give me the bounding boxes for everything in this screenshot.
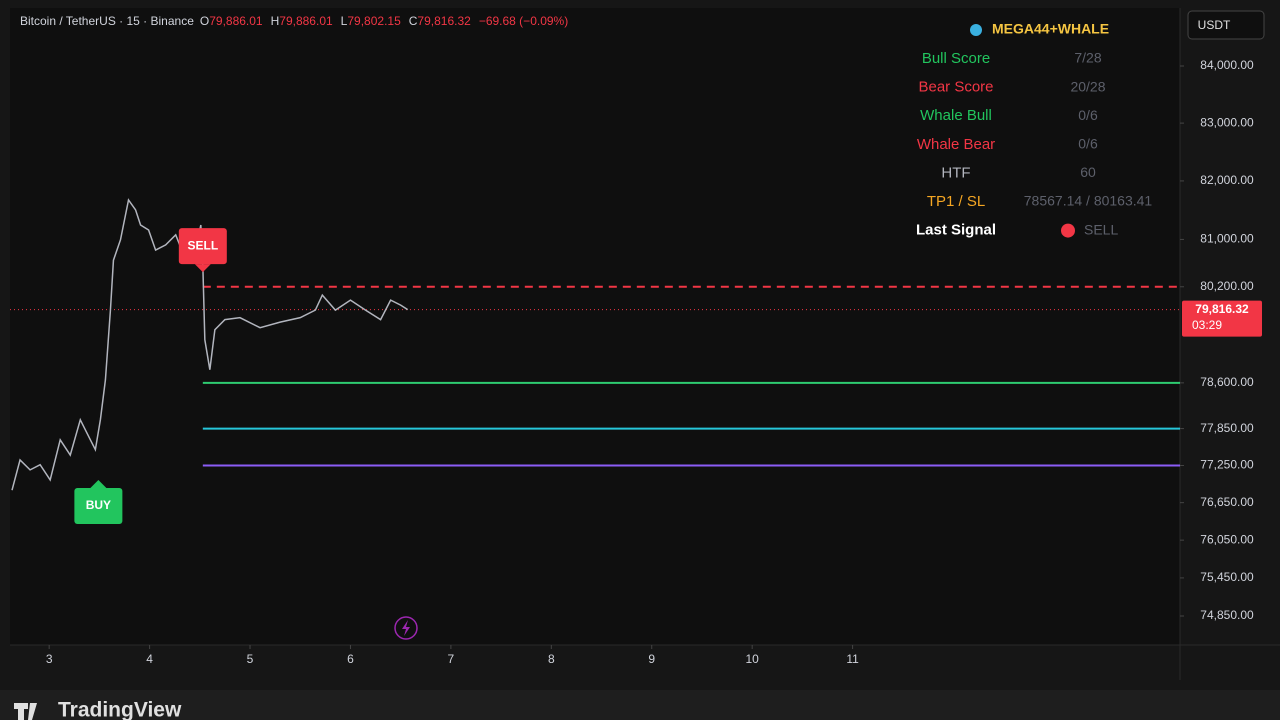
- signal-label: SELL: [187, 238, 218, 252]
- footer: [0, 690, 1280, 720]
- signal-label: BUY: [86, 498, 111, 512]
- panel-value: 78567.14 / 80163.41: [1024, 193, 1153, 209]
- x-tick-label: 9: [648, 652, 655, 666]
- panel-value: 7/28: [1074, 50, 1101, 66]
- header: Bitcoin / TetherUS · 15 · Binance O79,886…: [20, 14, 568, 28]
- ohlc-value: 79,886.01: [209, 14, 263, 28]
- panel-label: Whale Bull: [920, 107, 992, 124]
- ohlc-key: O: [200, 14, 209, 28]
- x-tick-label: 8: [548, 652, 555, 666]
- signal-box: [74, 487, 123, 524]
- brand: TradingView: [58, 699, 182, 720]
- panel-label: Whale Bear: [917, 136, 995, 153]
- x-tick-label: 4: [146, 652, 153, 666]
- y-tick-label: 76,650.00: [1200, 495, 1254, 509]
- y-tick-label: 83,000.00: [1200, 115, 1254, 129]
- panel-value: SELL: [1084, 221, 1118, 237]
- y-tick-label: 78,600.00: [1200, 375, 1254, 389]
- panel-label: Bull Score: [922, 50, 990, 67]
- panel-label: Last Signal: [916, 222, 996, 239]
- bolt: [402, 620, 410, 636]
- x-tick-label: 7: [448, 652, 455, 666]
- y-tick-label: 82,000.00: [1200, 173, 1254, 187]
- y-tick-label: 80,200.00: [1200, 279, 1254, 293]
- ohlc-value: 79,886.01: [279, 14, 333, 28]
- panel-value: 0/6: [1078, 136, 1098, 152]
- last-price-label: 79,816.32: [1195, 302, 1249, 316]
- panel-title: MEGA44+WHALE: [992, 21, 1109, 37]
- y-tick-label: 84,000.00: [1200, 58, 1254, 72]
- ohlc-key: C: [409, 14, 418, 28]
- y-tick-label: 77,250.00: [1200, 458, 1254, 472]
- panel-value: 0/6: [1078, 107, 1098, 123]
- last-price-box: [1182, 300, 1262, 337]
- ohlc-key: L: [341, 14, 348, 28]
- whale-icon: [970, 24, 982, 36]
- panel-label: Bear Score: [918, 79, 993, 96]
- brand-logo: [14, 703, 37, 720]
- signal-dot: [1061, 223, 1075, 238]
- y-tick-label: 81,000.00: [1200, 232, 1254, 246]
- signal-arrow: [194, 264, 211, 273]
- x-tick-label: 3: [46, 652, 53, 666]
- ohlc-key: H: [271, 14, 280, 28]
- y-tick-label: 76,050.00: [1200, 532, 1254, 546]
- price-line: [11, 198, 409, 491]
- bolt-icon[interactable]: [394, 616, 418, 640]
- x-tick-label: 10: [745, 652, 759, 666]
- signal-arrow: [90, 479, 107, 488]
- plot-area: [10, 8, 1180, 645]
- symbol: Bitcoin / TetherUS · 15 · Binance: [20, 14, 194, 28]
- change: −69.68 (−0.09%): [479, 14, 568, 28]
- x-tick-label: 11: [846, 652, 859, 666]
- countdown: 03:29: [1192, 318, 1222, 332]
- panel-label: HTF: [941, 164, 970, 181]
- panel-label: TP1 / SL: [927, 193, 985, 210]
- panel-value: 60: [1080, 164, 1096, 180]
- y-tick-label: 75,450.00: [1200, 570, 1254, 584]
- ohlc-value: 79,816.32: [417, 14, 471, 28]
- panel-value: 20/28: [1070, 78, 1105, 94]
- currency[interactable]: USDT: [1198, 18, 1231, 32]
- x-tick-label: 6: [347, 652, 354, 666]
- x-tick-label: 5: [247, 652, 254, 666]
- currency-button[interactable]: [1187, 10, 1265, 40]
- signal-box: [178, 228, 227, 265]
- ohlc-value: 79,802.15: [347, 14, 401, 28]
- y-tick-label: 74,850.00: [1200, 608, 1254, 622]
- y-tick-label: 77,850.00: [1200, 421, 1254, 435]
